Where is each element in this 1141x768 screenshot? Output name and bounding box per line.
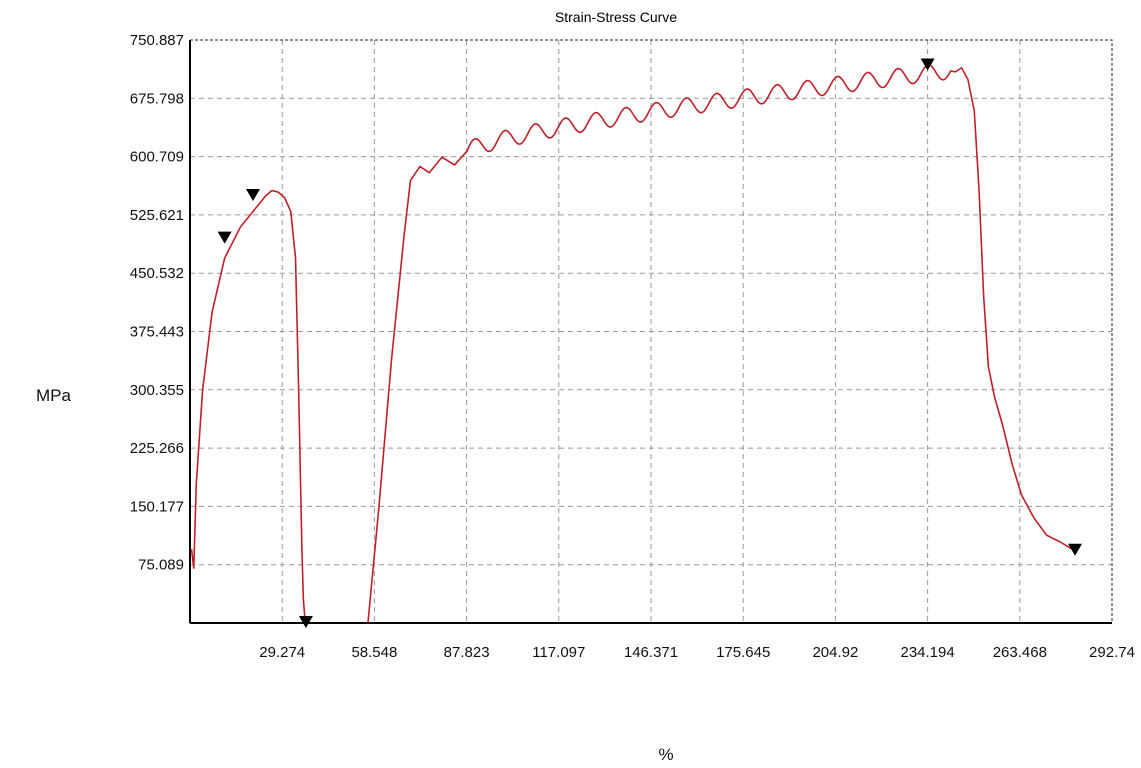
- marker-layer: [217, 58, 1083, 628]
- data-point-marker: [920, 58, 935, 71]
- data-point-marker: [245, 188, 260, 201]
- x-tick-label: 117.097: [532, 644, 585, 661]
- x-tick-label: 234.194: [900, 644, 954, 661]
- x-tick-label: 292.74: [1089, 644, 1135, 661]
- series-layer: [190, 63, 1076, 624]
- data-point-marker: [298, 616, 313, 628]
- x-tick-label: 29.274: [259, 644, 305, 661]
- y-tick-label: 150.177: [130, 498, 184, 515]
- y-tick-label: 225.266: [130, 440, 184, 457]
- y-tick-label: 750.887: [130, 32, 184, 49]
- chart-title: Strain-Stress Curve: [555, 9, 677, 25]
- data-point-marker: [1068, 543, 1083, 556]
- x-tick-label: 58.548: [351, 644, 397, 661]
- y-tick-label: 525.621: [130, 207, 184, 224]
- y-tick-label: 450.532: [130, 265, 184, 282]
- x-tick-label: 87.823: [444, 644, 490, 661]
- y-tick-label: 600.709: [130, 149, 184, 166]
- x-tick-label: 146.371: [624, 644, 678, 661]
- data-point-marker: [217, 231, 232, 244]
- x-tick-label: 175.645: [716, 644, 770, 661]
- y-axis-label: MPa: [36, 386, 72, 405]
- series-line: [190, 189, 307, 624]
- y-tick-label: 75.089: [138, 557, 184, 574]
- y-tick-label: 675.798: [130, 90, 184, 107]
- x-tick-labels: 29.274 58.548 87.823 117.097 146.371 175.645 2…: [259, 644, 1135, 661]
- series-line: [367, 63, 1076, 624]
- grid: [190, 40, 1112, 623]
- y-tick-label: 300.355: [130, 382, 184, 399]
- y-tick-labels: 75.089 150.177 225.266 300.355 375.443 450.53…: [130, 32, 184, 574]
- x-axis-label: %: [658, 745, 673, 764]
- x-tick-label: 204.92: [812, 644, 858, 661]
- x-tick-label: 263.468: [993, 644, 1047, 661]
- y-tick-label: 375.443: [130, 324, 184, 341]
